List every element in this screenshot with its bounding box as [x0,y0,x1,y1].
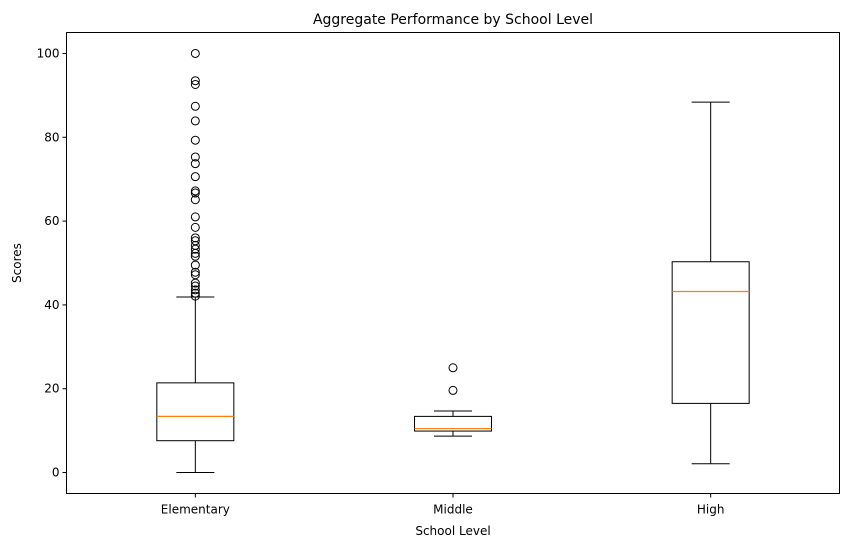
outlier-point [190,251,200,261]
y-tick-label: 20 [44,382,59,396]
outlier-point [190,76,200,86]
outlier-point [190,195,200,205]
x-tick-label: High [697,503,725,517]
outlier-point [190,159,200,169]
x-tick-label: Elementary [161,503,230,517]
outlier-point [190,233,200,243]
outlier-point [448,385,458,395]
outlier-point [190,152,200,162]
x-axis-label: School Level [415,524,490,538]
iqr-box [156,382,235,442]
outlier-point [190,101,200,111]
outlier-point [190,116,200,126]
outlier-point [190,270,200,280]
outlier-point [190,212,200,222]
y-tick-label: 60 [44,214,59,228]
outlier-point [190,285,200,295]
outlier-point [190,281,200,291]
outlier-point [190,48,200,58]
plot-area: 0 20 40 60 80 100 Elementary Middle High [37,46,750,517]
iqr-box [671,261,750,404]
outlier-point [190,222,200,232]
y-tick-label: 0 [52,466,60,480]
outlier-point [190,79,200,89]
outlier-point [190,260,200,270]
outlier-point [190,288,200,298]
y-axis-label: Scores [10,243,24,283]
plot-frame [66,32,840,494]
outlier-point [190,188,200,198]
outlier-point [190,236,200,246]
y-tick-label: 80 [44,130,59,144]
iqr-box [414,415,492,432]
y-tick-label: 40 [44,298,59,312]
outlier-point [190,186,200,196]
outlier-point [190,172,200,182]
x-tick-label: Middle [433,503,473,517]
outlier-point [190,135,200,145]
outlier-point [190,267,200,277]
outlier-point [190,291,200,301]
chart-title: Aggregate Performance by School Level [313,12,593,28]
outlier-point [448,363,458,373]
y-tick-label: 100 [37,46,60,60]
